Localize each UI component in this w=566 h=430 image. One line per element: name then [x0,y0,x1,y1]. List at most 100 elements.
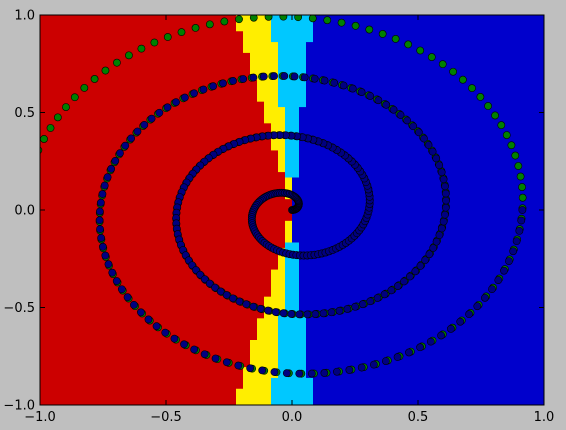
region-cell [383,69,391,76]
region-cell [292,107,300,114]
region-cell [348,80,356,87]
region-cell [40,210,48,217]
region-cell [481,264,489,271]
region-cell [159,166,167,173]
region-cell [159,372,167,379]
region-cell [159,42,167,49]
region-cell [481,318,489,325]
region-cell [47,20,55,27]
region-cell [453,237,461,244]
region-cell [68,345,76,352]
region-cell [208,237,216,244]
region-cell [502,247,510,254]
region-cell [96,307,104,314]
region-cell [229,182,237,189]
region-cell [138,345,146,352]
region-cell [47,52,55,59]
region-cell [516,302,524,309]
region-cell [320,199,328,206]
region-cell [495,367,503,374]
region-cell [250,85,258,92]
region-cell [327,182,335,189]
region-cell [327,107,335,114]
region-cell [488,182,496,189]
region-cell [110,63,118,70]
region-cell [320,188,328,195]
region-cell [82,107,90,114]
region-cell [425,367,433,374]
region-cell [271,318,279,325]
region-cell [110,193,118,200]
region-cell [418,394,426,401]
region-cell [509,42,517,49]
region-cell [250,172,258,179]
region-cell [208,231,216,238]
region-cell [131,285,139,292]
region-cell [61,253,69,260]
region-cell [250,25,258,32]
region-cell [61,58,69,65]
region-cell [271,258,279,265]
region-cell [257,150,265,157]
region-cell [222,340,230,347]
region-cell [68,258,76,265]
region-cell [467,258,475,265]
region-cell [390,399,398,405]
region-cell [166,199,174,206]
region-cell [355,323,363,330]
region-cell [47,85,55,92]
region-cell [523,25,531,32]
region-cell [96,361,104,368]
region-cell [264,253,272,260]
region-cell [509,63,517,70]
region-cell [495,25,503,32]
region-cell [425,318,433,325]
region-cell [173,361,181,368]
region-cell [257,399,265,405]
region-cell [453,172,461,179]
region-cell [495,15,503,22]
region-cell [215,329,223,336]
region-cell [348,166,356,173]
region-cell [82,302,90,309]
region-cell [243,226,251,233]
region-cell [47,350,55,357]
region-cell [89,193,97,200]
region-cell [299,80,307,87]
region-cell [271,15,279,22]
region-cell [355,280,363,287]
region-cell [481,334,489,341]
region-cell [439,80,447,87]
region-cell [460,199,468,206]
region-cell [117,96,125,103]
region-cell [166,117,174,124]
region-cell [61,204,69,211]
region-cell [152,394,160,401]
region-cell [509,85,517,92]
region-cell [418,177,426,184]
region-cell [54,307,62,314]
region-cell [61,15,69,22]
region-cell [474,90,482,97]
region-cell [180,350,188,357]
region-cell [96,31,104,38]
region-cell [187,58,195,65]
region-cell [243,150,251,157]
region-cell [47,220,55,227]
region-cell [404,150,412,157]
region-cell [75,80,83,87]
region-cell [348,199,356,206]
region-cell [439,269,447,276]
region-cell [397,161,405,168]
region-cell [75,394,83,401]
region-cell [439,15,447,22]
region-cell [208,215,216,222]
region-cell [222,377,230,384]
region-cell [131,80,139,87]
region-cell [236,96,244,103]
region-cell [103,20,111,27]
region-cell [383,226,391,233]
region-cell [327,155,335,162]
region-cell [397,69,405,76]
region-cell [292,334,300,341]
